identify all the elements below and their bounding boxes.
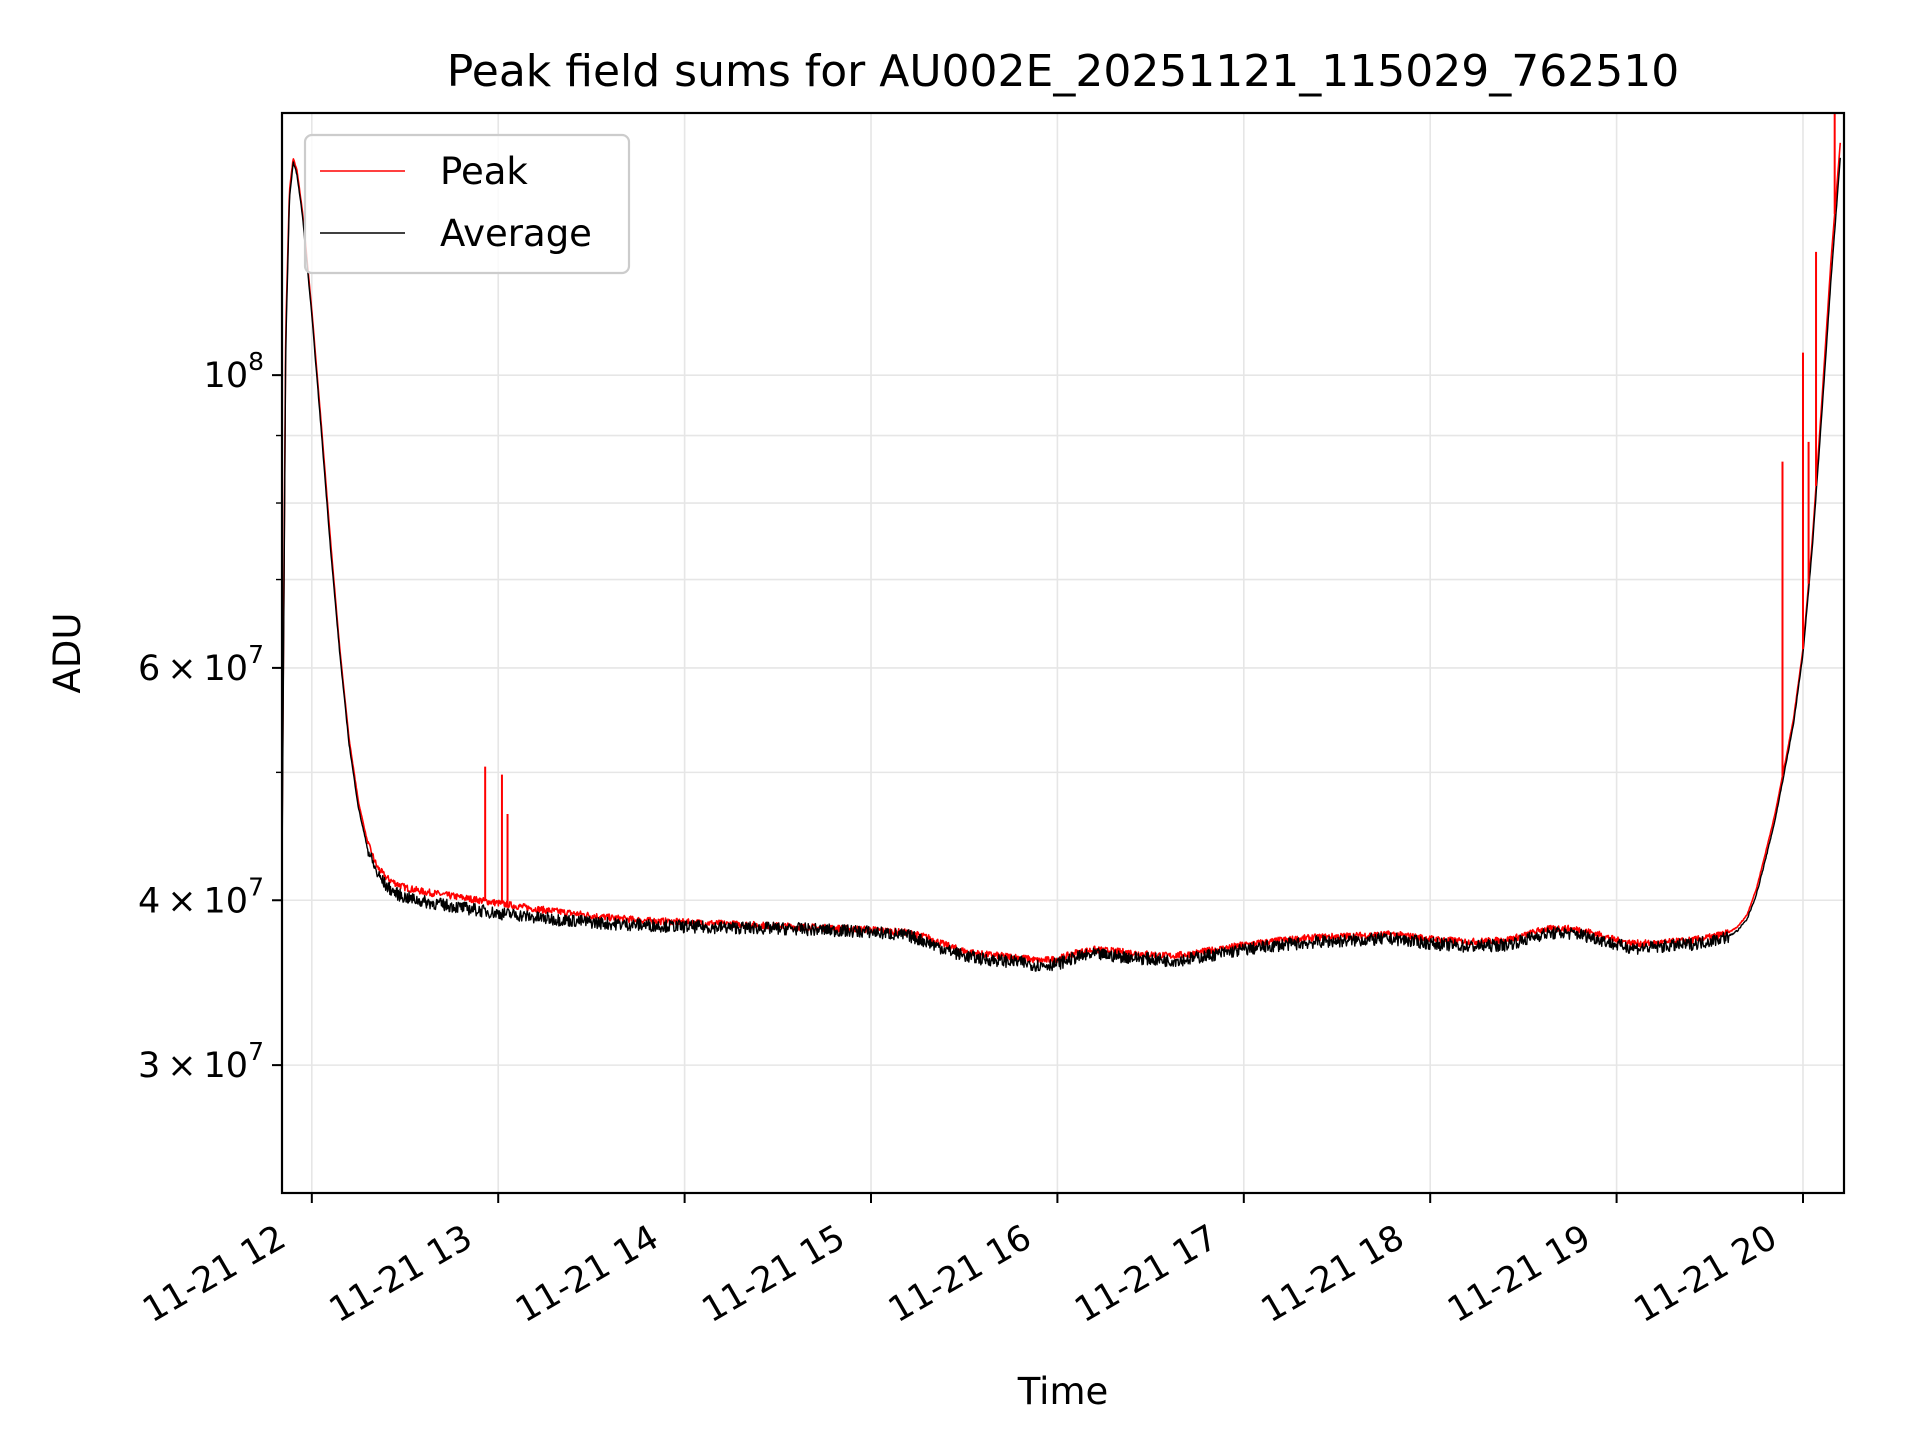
legend-average-label: Average: [440, 212, 592, 255]
legend-peak-label: Peak: [440, 150, 528, 193]
chart-title: Peak field sums for AU002E_20251121_1150…: [447, 46, 1679, 97]
plot-frame: [280, 111, 1846, 1195]
series-line-average: [282, 157, 1841, 972]
y-axis: 108 6 × 107 4 × 107 3 × 107: [138, 347, 282, 1086]
y-tick-label: 3 × 107: [138, 1037, 264, 1086]
grid-layer: [282, 113, 1844, 1193]
legend: Peak Average: [303, 133, 631, 275]
y-tick-label: 6 × 107: [138, 640, 264, 689]
y-tick-label: 108: [204, 347, 264, 396]
y-tick-label: 4 × 107: [138, 872, 264, 921]
legend-box: [303, 133, 631, 275]
y-axis-label: ADU: [46, 613, 89, 694]
x-axis-label: Time: [1017, 1370, 1109, 1413]
series-layer: [282, 113, 1842, 972]
